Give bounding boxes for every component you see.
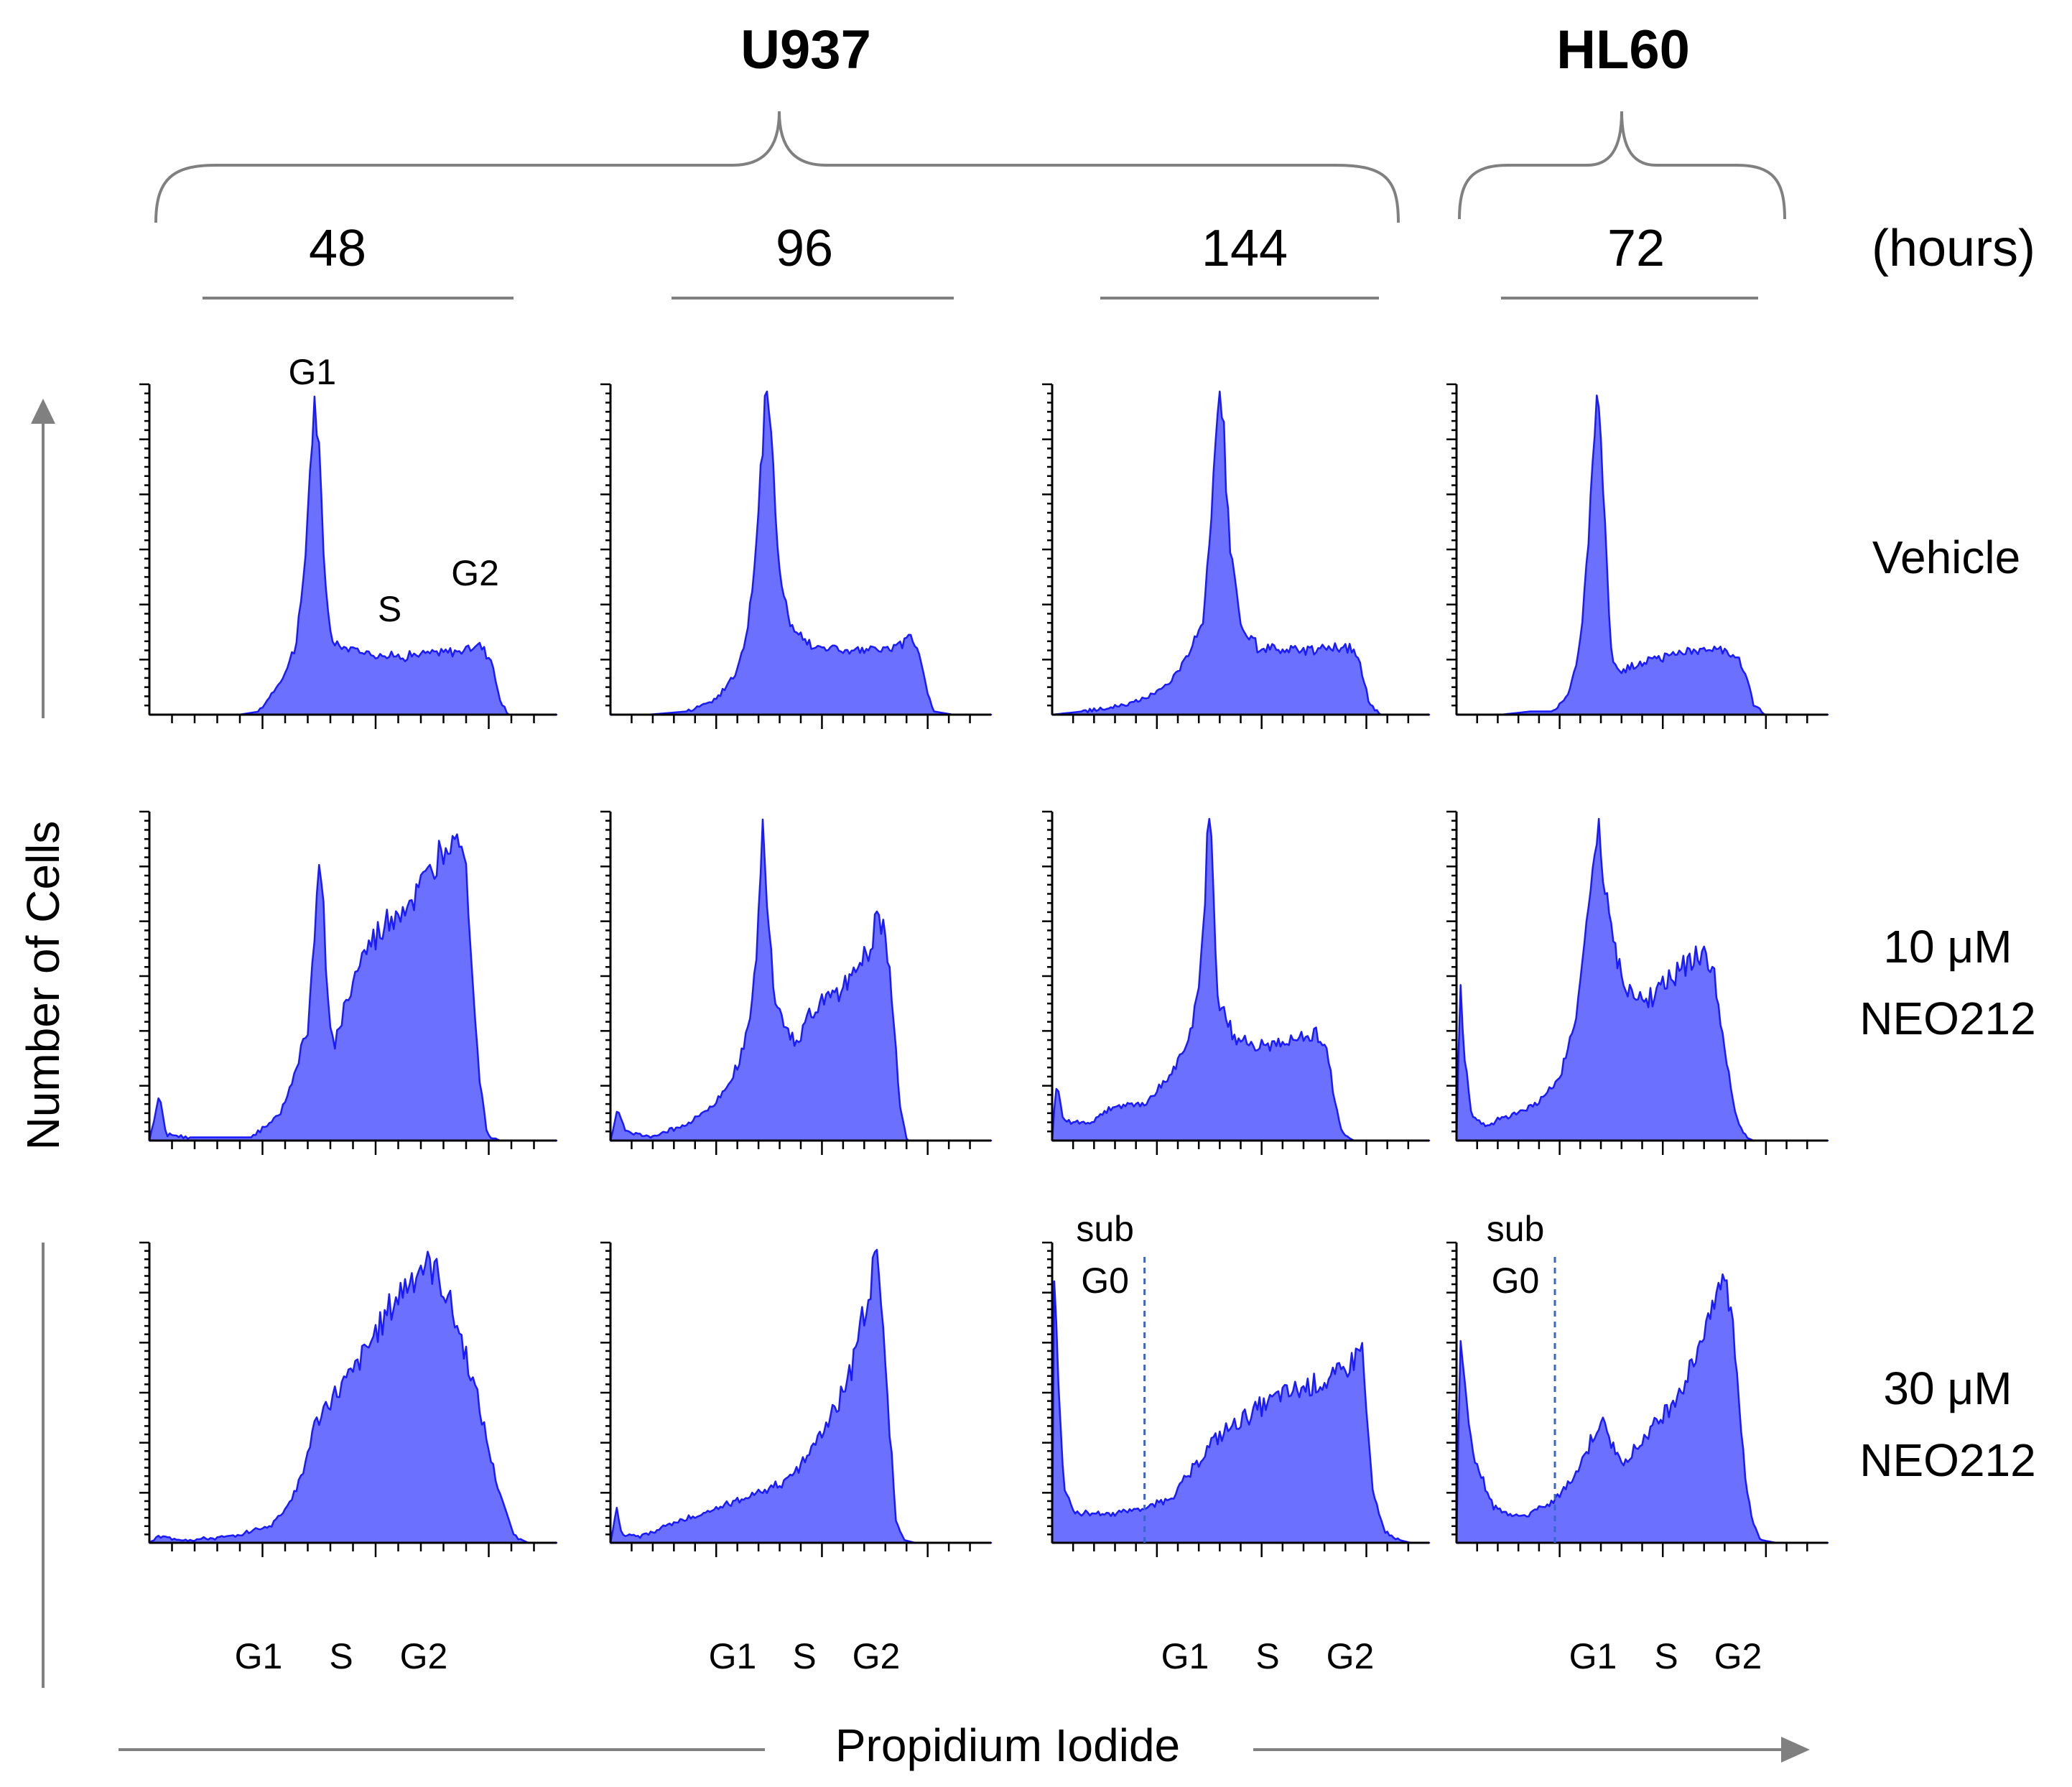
- histogram-area: [1455, 1273, 1829, 1544]
- panel-r2-c3: sub G0: [1446, 1209, 1829, 1557]
- panel-r2-c1: [600, 1241, 993, 1557]
- bottom-phase-label-c3-g2: G2: [1714, 1636, 1762, 1676]
- bottom-phase-label-c0-g2: G2: [400, 1636, 448, 1676]
- histogram-area: [609, 1248, 993, 1544]
- histogram-area: [148, 1250, 558, 1544]
- histogram-panels: G1 S G2 sub G0 sub G0 G1 S G2 G1 S G2 G1 S G2 G1 S G2: [139, 352, 1829, 1676]
- subg0-label-line2: G0: [1492, 1261, 1540, 1301]
- y-axis-arrow-head: [31, 399, 55, 424]
- panel-r1-c3: [1446, 810, 1829, 1155]
- subg0-label-line1: sub: [1076, 1209, 1134, 1249]
- panel-r0-c1: [600, 383, 993, 729]
- bottom-phase-label-c1-g2: G2: [853, 1636, 901, 1676]
- histogram-area: [1051, 1280, 1431, 1544]
- time-label-96: 96: [776, 220, 833, 277]
- u937-bracket: [154, 111, 1400, 223]
- peak-label-s: S: [378, 589, 401, 629]
- histogram-area: [1455, 817, 1829, 1142]
- row-label-30um-line1: 30 μM: [1883, 1363, 2012, 1414]
- bottom-phase-label-c0-g1: G1: [235, 1636, 283, 1676]
- peak-label-g2: G2: [451, 553, 499, 593]
- histogram-area: [1051, 817, 1431, 1142]
- panel-r2-c0: [139, 1241, 558, 1557]
- panel-r0-c3: [1446, 383, 1829, 729]
- x-axis-arrow-head: [1781, 1737, 1810, 1763]
- x-axis-title: Propidium Iodide: [835, 1719, 1180, 1771]
- bottom-phase-label-c2-g2: G2: [1327, 1636, 1375, 1676]
- subg0-label-line1: sub: [1487, 1209, 1545, 1249]
- row-label-vehicle: Vehicle: [1872, 532, 2020, 583]
- bottom-phase-label-c3-g1: G1: [1569, 1636, 1617, 1676]
- histogram-area: [1051, 390, 1431, 716]
- y-axis-title: Number of Cells: [17, 821, 69, 1151]
- bottom-phase-label-c2-g1: G1: [1161, 1636, 1209, 1676]
- time-unit-label: (hours): [1872, 220, 2035, 277]
- row-label-10um-line2: NEO212: [1859, 993, 2035, 1044]
- row-label-30um-line2: NEO212: [1859, 1434, 2035, 1486]
- peak-label-g1: G1: [288, 352, 336, 392]
- histogram-area: [609, 390, 993, 716]
- panel-r2-c2: sub G0: [1042, 1209, 1431, 1557]
- bottom-phase-label-c2-s: S: [1255, 1636, 1279, 1676]
- bottom-phase-label-c0-s: S: [329, 1636, 353, 1676]
- histogram-area: [609, 818, 993, 1142]
- panel-r0-c0: G1 S G2: [139, 352, 558, 729]
- panel-r1-c1: [600, 810, 993, 1155]
- time-label-48: 48: [309, 220, 366, 277]
- time-label-144: 144: [1202, 220, 1288, 277]
- time-label-72: 72: [1607, 220, 1665, 277]
- bottom-phase-label-c3-s: S: [1654, 1636, 1678, 1676]
- hl60-bracket: [1458, 111, 1786, 220]
- histogram-area: [1455, 394, 1829, 716]
- panel-r1-c0: [139, 810, 558, 1155]
- panel-r0-c2: [1042, 383, 1431, 729]
- subg0-label-line2: G0: [1081, 1261, 1129, 1301]
- bottom-phase-label-c1-g1: G1: [709, 1636, 757, 1676]
- panel-r1-c2: [1042, 810, 1431, 1155]
- histogram-area: [148, 833, 558, 1142]
- bottom-phase-label-c1-s: S: [792, 1636, 816, 1676]
- cell-line-title-u937: U937: [740, 19, 871, 80]
- cell-line-title-hl60: HL60: [1556, 19, 1690, 80]
- row-label-10um-line1: 10 μM: [1883, 921, 2012, 973]
